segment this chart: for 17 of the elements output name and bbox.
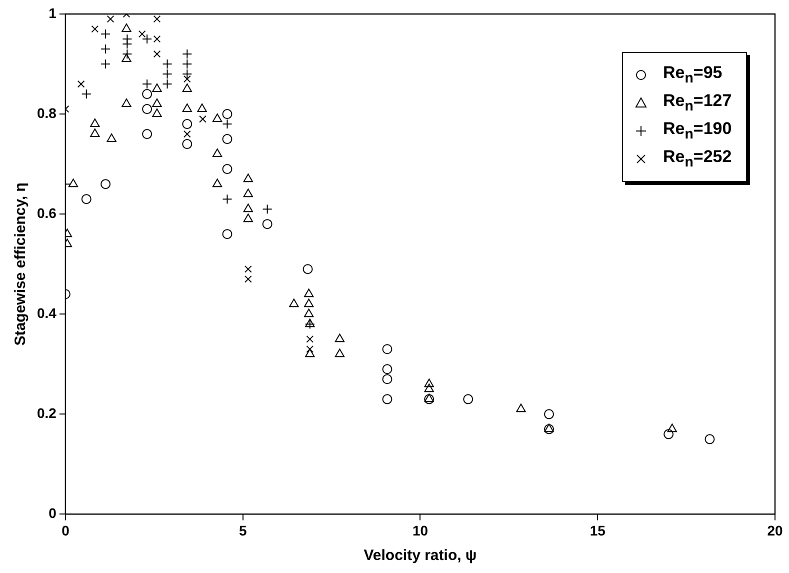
y-tick-label: 0.2 [36, 405, 57, 422]
y-axis-title: Stagewise efficiency, η [12, 182, 30, 346]
legend-label: Re$_{n}$=190 [663, 119, 732, 143]
y-tick-label: 0 [48, 505, 57, 522]
y-tick-label: 0.6 [36, 204, 57, 221]
x-tick-label: 20 [767, 522, 783, 538]
legend-label: Re$_{n}$=252 [663, 147, 732, 171]
x-tick-label: 10 [412, 522, 428, 538]
y-tick-label: 1 [48, 4, 57, 21]
legend-label: Re$_{n}$=95 [663, 63, 722, 87]
x-tick-label: 15 [590, 522, 606, 538]
legend-label: Re$_{n}$=127 [663, 91, 732, 115]
x-axis-title: Velocity ratio, ψ [364, 547, 477, 564]
y-tick-label: 0.4 [36, 304, 57, 321]
y-tick-label: 0.8 [36, 104, 57, 121]
x-tick-label: 5 [238, 522, 247, 538]
x-tick-label: 0 [62, 522, 70, 538]
